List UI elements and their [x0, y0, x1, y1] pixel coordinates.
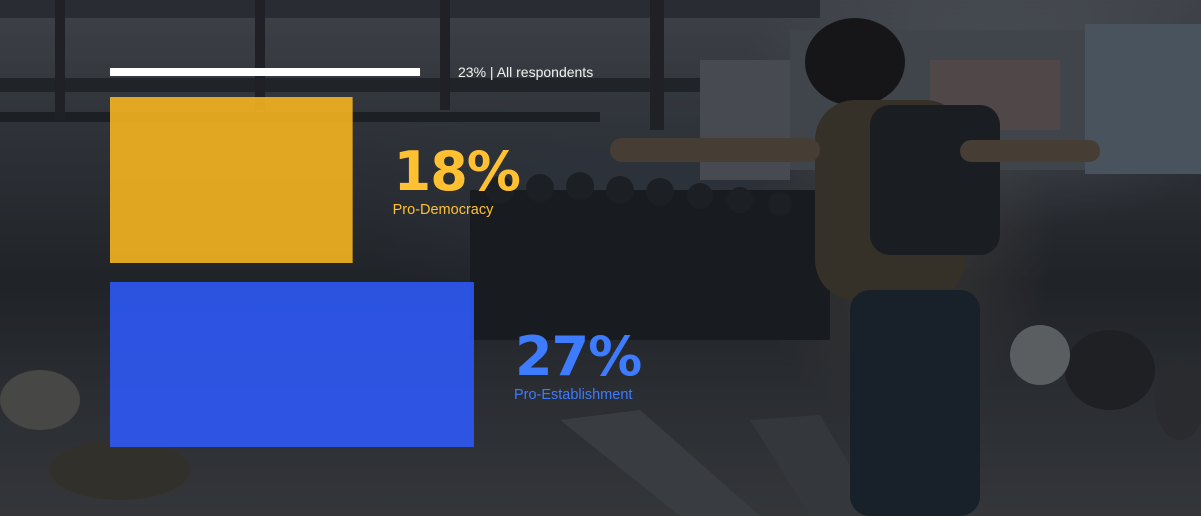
all-respondents-text: All respondents: [496, 64, 594, 80]
all-respondents-label: 23% | All respondents: [458, 63, 593, 81]
value-label-pro-establishment: 27%: [515, 325, 641, 388]
bars: [110, 97, 474, 447]
all-respondents-percent: 23%: [458, 64, 487, 80]
bar-labels: 18%Pro-Democracy 27%Pro-Establishment: [393, 140, 643, 403]
category-label-pro-establishment: Pro-Establishment: [514, 387, 632, 403]
category-label-pro-democracy: Pro-Democracy: [393, 202, 494, 218]
bar-pro-establishment: [110, 282, 474, 447]
bar-pro-democracy: [110, 97, 353, 263]
reference-fill: [110, 68, 421, 76]
reference-bar: [110, 68, 421, 76]
separator: |: [489, 64, 494, 80]
value-label-pro-democracy: 18%: [394, 140, 520, 203]
